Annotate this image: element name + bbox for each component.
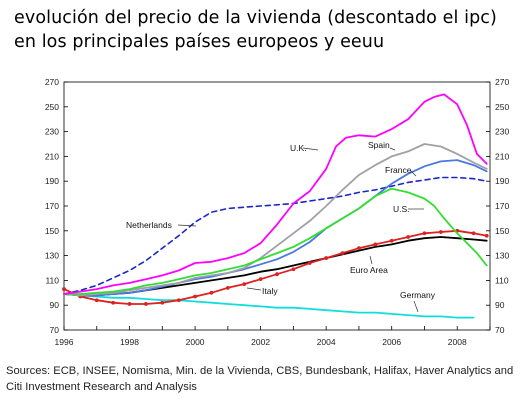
source-note: Sources: ECB, INSEE, Nomisma, Min. de la… <box>6 365 514 393</box>
x-tick-label: 2004 <box>317 337 336 347</box>
series-point-italy <box>62 287 66 291</box>
series-point-italy <box>438 230 443 234</box>
y-tick-label-right: 210 <box>495 151 509 161</box>
label-arrow-netherlands <box>177 224 197 227</box>
series-point-italy <box>373 242 378 247</box>
y-tick-label-right: 270 <box>495 77 509 87</box>
series-point-italy <box>258 277 263 282</box>
series-point-italy <box>389 238 394 243</box>
series-point-italy <box>242 282 247 287</box>
series-point-italy <box>160 300 165 305</box>
series-line-netherlands <box>63 176 488 295</box>
series-label-netherlands: Netherlands <box>126 220 172 230</box>
series-point-italy <box>94 298 99 303</box>
series-point-italy <box>193 294 197 299</box>
series-point-italy <box>209 290 214 295</box>
series-point-italy <box>471 231 476 236</box>
label-arrow-italy <box>246 287 262 291</box>
series-point-italy <box>307 261 312 265</box>
series-line-germany <box>63 293 475 319</box>
y-tick-label-left: 210 <box>45 151 59 161</box>
y-tick-label-right: 150 <box>495 226 509 236</box>
x-tick-label: 2006 <box>382 337 401 347</box>
x-tick-label: 2000 <box>186 337 205 347</box>
y-tick-label-right: 90 <box>495 300 505 310</box>
series-point-italy <box>291 267 296 272</box>
series-label-italy: Italy <box>262 286 278 296</box>
y-tick-label-left: 70 <box>50 325 60 335</box>
series-point-italy <box>176 298 181 303</box>
title-line-2: en los principales países europeos y eeu… <box>14 32 385 52</box>
x-tick-label: 2008 <box>448 337 467 347</box>
y-tick-label-left: 230 <box>45 127 59 137</box>
series-point-italy <box>144 302 148 306</box>
series-label-u-k: U.K. <box>290 143 307 153</box>
line-chart: 70 70 90 90 110 110 130 130 150 150 170 170 190 190 21… <box>45 77 510 347</box>
series-point-italy <box>127 302 132 306</box>
y-tick-label-right: 170 <box>495 201 509 211</box>
x-tick-label: 1998 <box>120 337 139 347</box>
series-point-italy <box>225 285 230 290</box>
series-point-italy <box>324 256 329 260</box>
series-label-germany: Germany <box>400 290 436 300</box>
series-point-italy <box>484 233 489 238</box>
series-line-u-k <box>63 93 488 295</box>
label-arrow-euro-area <box>369 255 373 265</box>
series-label-france: France <box>385 165 412 175</box>
y-tick-label-left: 150 <box>45 226 59 236</box>
series-point-italy <box>406 235 410 239</box>
series-point-italy <box>275 272 279 277</box>
x-tick-label: 1996 <box>55 337 74 347</box>
y-tick-label-left: 90 <box>50 300 60 310</box>
series-line-spain <box>63 143 488 297</box>
y-tick-label-right: 70 <box>495 325 505 335</box>
y-tick-label-right: 250 <box>495 102 509 112</box>
y-tick-label-right: 130 <box>495 251 509 261</box>
y-tick-label-left: 270 <box>45 77 59 87</box>
series-label-u-s: U.S. <box>393 204 410 214</box>
series-label-spain: Spain <box>368 140 390 150</box>
series-point-italy <box>340 251 345 256</box>
series-point-italy <box>422 231 427 236</box>
y-tick-label-left: 110 <box>45 275 59 285</box>
series-point-italy <box>357 246 361 251</box>
label-arrow-spain <box>389 147 396 151</box>
y-tick-label-left: 130 <box>45 251 59 261</box>
series-line-france <box>63 159 488 297</box>
label-arrow-france <box>410 170 417 177</box>
chart-title: evolución del precio de la vivienda (des… <box>14 6 519 54</box>
y-tick-label-right: 230 <box>495 127 509 137</box>
y-tick-label-right: 110 <box>495 275 509 285</box>
y-tick-label-right: 190 <box>495 176 509 186</box>
x-tick-label: 2002 <box>251 337 270 347</box>
series-label-euro-area: Euro Area <box>350 265 388 275</box>
series-line-u-s <box>63 187 488 295</box>
title-line-1: evolución del precio de la vivienda (des… <box>14 8 497 28</box>
label-arrow-u-k <box>302 147 319 151</box>
series-point-italy <box>111 300 116 305</box>
y-tick-label-left: 250 <box>45 102 59 112</box>
y-tick-label-left: 190 <box>45 176 59 186</box>
y-tick-label-left: 170 <box>45 201 59 211</box>
label-arrow-germany <box>413 300 419 313</box>
